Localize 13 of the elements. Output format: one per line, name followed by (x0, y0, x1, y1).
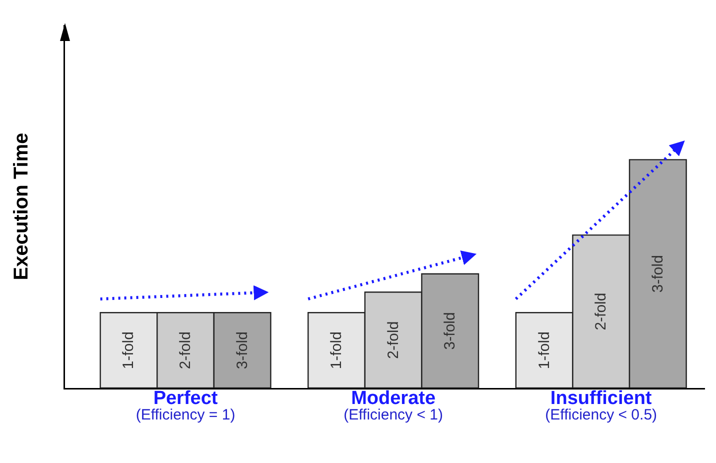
series-label: 2-fold (177, 332, 194, 370)
x-tick-label: Moderate (Efficiency < 1) (344, 388, 443, 424)
text: 3-fold (442, 312, 459, 350)
text: 2-fold (592, 292, 610, 330)
text: 3-fold (649, 255, 666, 293)
x-tick-label: Insufficient (Efficiency < 0.5) (545, 388, 658, 424)
text: 2-fold (384, 321, 402, 359)
text: 1-fold (536, 332, 553, 370)
x-tick-label: Perfect (Efficiency = 1) (136, 388, 236, 424)
series-label: 1-fold (120, 332, 138, 370)
text: 1-fold (328, 332, 346, 370)
series-label: 3-fold (234, 332, 251, 370)
y-axis-title: Execution Time (10, 132, 32, 280)
